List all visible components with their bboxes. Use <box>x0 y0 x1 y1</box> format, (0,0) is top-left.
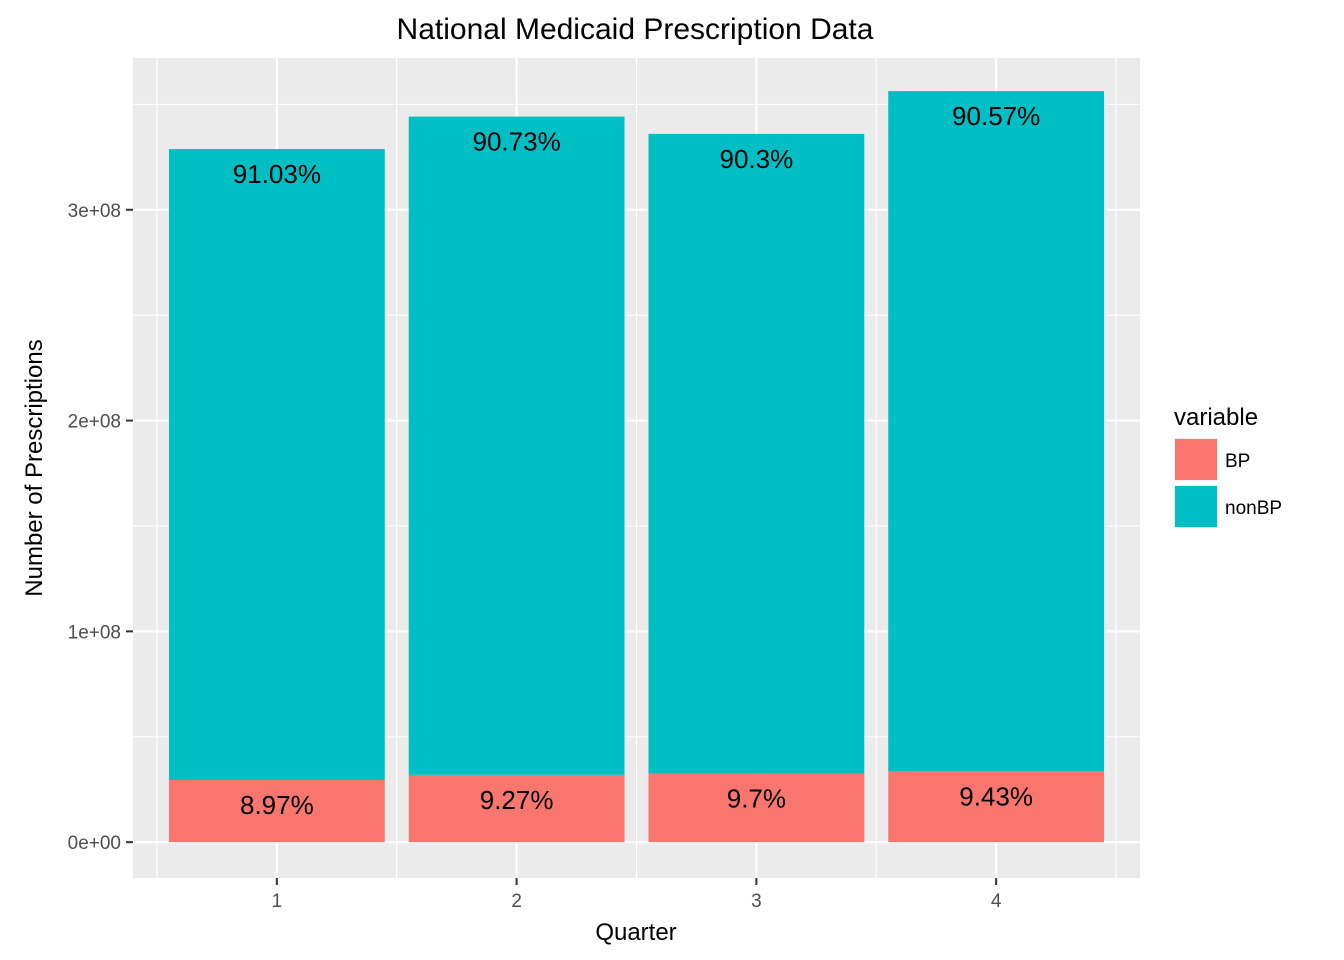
y-tick-label: 2e+08 <box>68 412 121 433</box>
bar-label-nonBP-4: 90.57% <box>952 101 1040 131</box>
bar-BP-4 <box>888 771 1105 843</box>
bar-nonBP-2 <box>408 116 625 775</box>
x-tick-label: 3 <box>751 891 762 912</box>
bar-BP-1 <box>168 779 385 843</box>
x-tick-label: 2 <box>511 891 522 912</box>
y-axis: 0e+00 1e+08 2e+08 3e+08 <box>68 201 133 854</box>
y-tick-label: 3e+08 <box>68 201 121 222</box>
bar-nonBP-4 <box>888 91 1105 772</box>
bar-nonBP-1 <box>168 149 385 780</box>
y-tick-label: 1e+08 <box>68 622 121 643</box>
legend-swatch-nonBP <box>1175 486 1217 527</box>
bar-label-BP-2: 9.27% <box>480 785 554 815</box>
legend-swatch-BP <box>1175 439 1217 480</box>
bar-label-nonBP-3: 90.3% <box>720 144 794 174</box>
y-axis-title: Number of Prescriptions <box>21 339 48 596</box>
chart-title: National Medicaid Prescription Data <box>397 13 874 46</box>
legend-title: variable <box>1174 404 1258 431</box>
bars <box>168 91 1105 843</box>
bar-BP-3 <box>648 773 865 843</box>
bar-BP-2 <box>408 774 625 843</box>
bar-label-BP-3: 9.7% <box>727 783 786 813</box>
bar-label-nonBP-2: 90.73% <box>473 127 561 157</box>
x-tick-label: 1 <box>272 891 283 912</box>
bar-labels: 8.97% 91.03% 9.27% 90.73% 9.7% 90.3% 9.43% 90.5… <box>233 101 1040 820</box>
bar-label-nonBP-1: 91.03% <box>233 159 321 189</box>
y-tick-label: 0e+00 <box>68 833 121 854</box>
bar-label-BP-4: 9.43% <box>959 781 1033 811</box>
legend: variable BP nonBP <box>1174 404 1282 528</box>
bar-nonBP-3 <box>648 133 865 774</box>
x-axis-title: Quarter <box>595 919 676 946</box>
legend-label-BP: BP <box>1225 451 1250 472</box>
x-tick-label: 4 <box>991 891 1002 912</box>
bar-label-BP-1: 8.97% <box>240 790 314 820</box>
legend-label-nonBP: nonBP <box>1225 498 1282 519</box>
x-axis: 1 2 3 4 <box>272 878 1002 912</box>
